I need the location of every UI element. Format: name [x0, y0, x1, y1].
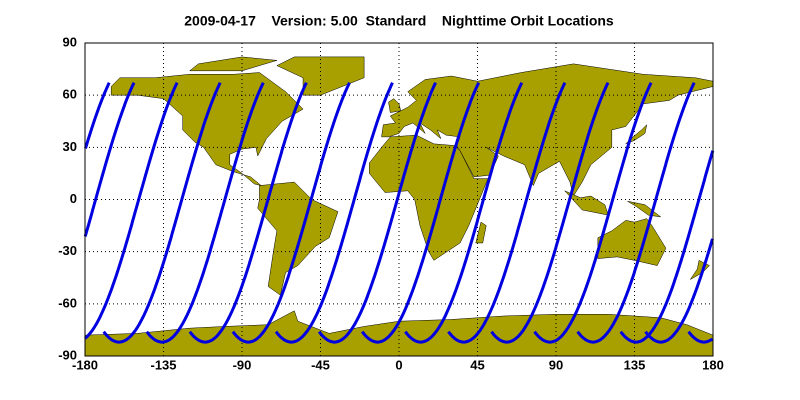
orbit-track	[84, 82, 715, 344]
x-tick-label: 45	[470, 357, 484, 372]
y-tick-label: 60	[63, 87, 77, 102]
y-tick-label: 30	[63, 139, 77, 154]
orbit-track	[84, 82, 714, 344]
x-tick-label: 90	[549, 357, 563, 372]
y-tick-label: 90	[63, 34, 77, 49]
x-tick-label: -90	[233, 357, 252, 372]
indonesia	[565, 191, 609, 215]
y-tick-label: -90	[58, 347, 77, 362]
orbit-track	[490, 82, 610, 344]
plot-frame	[84, 42, 714, 357]
north-america	[111, 73, 303, 186]
arctic-islands	[190, 57, 277, 71]
x-tick-label: 135	[624, 357, 646, 372]
x-tick-label: 0	[395, 357, 402, 372]
y-tick-label: -30	[58, 243, 77, 258]
madagascar	[476, 222, 486, 243]
antarctica	[85, 311, 713, 356]
x-tick-label: -180	[72, 357, 98, 372]
orbit-track	[231, 82, 351, 344]
orbit-track	[361, 82, 481, 344]
orbit-tracks	[83, 82, 715, 344]
australia	[598, 219, 666, 266]
x-tick-label: -135	[150, 357, 176, 372]
orbit-track	[188, 82, 308, 344]
orbit-track	[576, 82, 696, 344]
orbit-track	[447, 82, 567, 344]
y-tick-label: 0	[70, 191, 77, 206]
orbit-track	[533, 82, 653, 344]
orbit-track	[145, 82, 265, 344]
tick-labels: -180 -135 -90 -45 0 45 90 135 180 -90 -60 -30 0 30 60 9…	[58, 34, 724, 372]
britain	[389, 99, 401, 113]
greenland	[277, 57, 364, 95]
x-tick-label: -45	[311, 357, 330, 372]
orbit-track	[404, 82, 524, 344]
orbit-track	[274, 82, 394, 344]
orbit-track	[317, 82, 437, 344]
y-tick-label: -60	[58, 295, 77, 310]
map-title: 2009-04-17 Version: 5.00 Standard Nightt…	[184, 13, 614, 29]
orbit-track	[102, 82, 222, 344]
x-tick-label: 180	[702, 357, 724, 372]
orbit-track	[83, 82, 714, 344]
